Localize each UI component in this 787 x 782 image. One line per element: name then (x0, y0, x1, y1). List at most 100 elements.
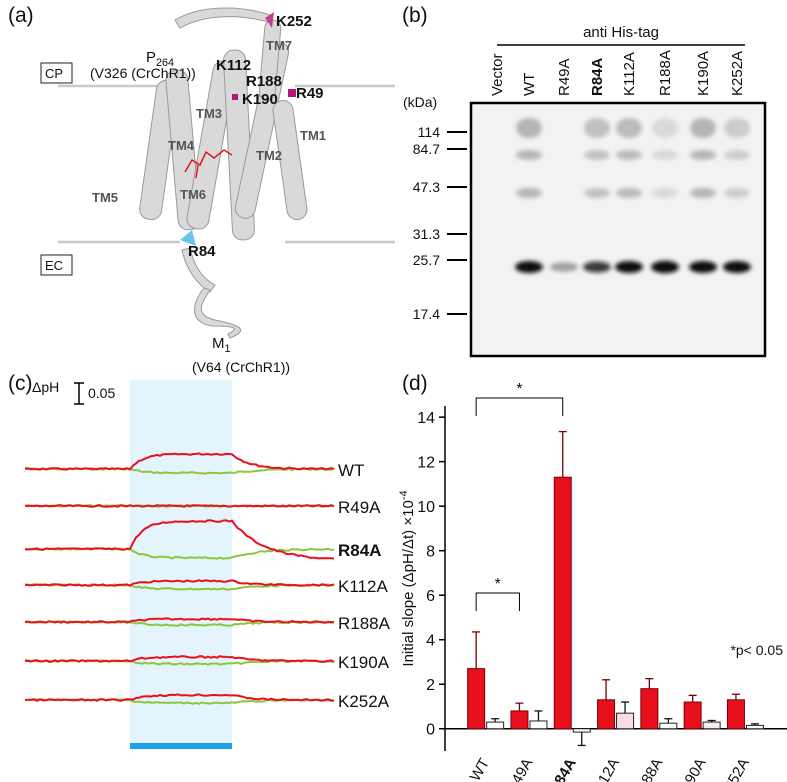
light-window (130, 380, 232, 745)
membrane-label: CP (45, 66, 63, 81)
significance-star: * (516, 381, 522, 398)
label-sub: 1 (225, 343, 231, 355)
y-axis-label-main: Initial slope (ΔpH/Δt) ×10 (400, 500, 417, 666)
light-bar (130, 743, 232, 749)
light-trace (24, 519, 335, 560)
y-tick-label: 14 (417, 410, 435, 427)
marker-label: 84.7 (413, 141, 440, 157)
bar (597, 699, 616, 730)
helix-label: TM4 (168, 138, 195, 153)
lane-label: WT (521, 73, 538, 96)
blot-band (616, 118, 642, 138)
light-trace (24, 452, 335, 471)
helix-label: TM3 (196, 106, 222, 121)
blot-band (515, 261, 543, 273)
label-base: M (212, 335, 225, 352)
cp-box (40, 62, 73, 84)
helix-label: TM7 (266, 38, 292, 53)
significance-star: * (495, 576, 501, 593)
significance-bracket (475, 397, 564, 416)
blot-band (690, 188, 716, 198)
bar (572, 728, 591, 733)
bar (486, 721, 505, 730)
bar (745, 724, 764, 730)
marker-label: 25.7 (413, 252, 440, 268)
light-trace (24, 504, 335, 508)
lane-label: K112A (621, 52, 638, 96)
helix-label: TM1 (300, 128, 326, 143)
panel-label: (c) (8, 372, 33, 395)
blot-band (652, 150, 678, 160)
y-tick-label: 8 (426, 544, 435, 561)
bar (683, 701, 702, 730)
marker-label: 17.4 (413, 306, 440, 322)
x-tick-label: K112A (586, 756, 623, 782)
terminus-note: (V64 (CrChR1)) (192, 359, 290, 375)
blot-band (651, 260, 679, 274)
blot-band (690, 118, 716, 138)
helix-label: TM2 (256, 148, 282, 163)
light-trace (24, 579, 335, 587)
blot-band (516, 188, 542, 198)
helix-label: TM6 (180, 187, 206, 202)
bar (529, 720, 548, 730)
significance-bracket (475, 592, 520, 611)
x-tick-label: R49A (503, 756, 536, 782)
residue-marker (232, 94, 238, 100)
retinal (184, 149, 233, 179)
blot-band (584, 188, 610, 198)
y-tick-label: 2 (426, 677, 435, 694)
lane-label: R84A (589, 57, 606, 96)
trace-label: K252A (338, 692, 390, 711)
scale-label: ΔpH (32, 379, 59, 395)
trace-label: WT (338, 461, 364, 480)
antibody-label: anti His-tag (583, 24, 659, 41)
light-trace (24, 617, 335, 624)
y-axis-label-sup: -4 (398, 490, 410, 500)
residue-marker (180, 230, 196, 246)
bar (726, 699, 745, 730)
bar (510, 710, 529, 730)
x-tick-label: R188A (629, 756, 667, 782)
blot-band (516, 118, 542, 138)
blot-band (652, 188, 678, 198)
panel-label: (b) (402, 4, 428, 27)
marker-label: 114 (418, 124, 441, 140)
terminus-note: (V326 (CrChR1)) (90, 65, 196, 81)
blot-band (724, 118, 750, 138)
blot-band (690, 150, 716, 160)
x-tick-label: R84A (546, 755, 580, 782)
blot-band (550, 262, 578, 272)
y-tick-label: 10 (417, 499, 435, 516)
residue-label: R188 (246, 73, 282, 90)
bar (640, 688, 659, 730)
bar (467, 668, 486, 730)
x-tick-label: K252A (716, 756, 753, 782)
lane-label: R49A (556, 58, 573, 96)
trace-label: K190A (338, 653, 390, 672)
lane-label: R188A (657, 50, 674, 96)
residue-label: R49 (296, 85, 324, 102)
blot-band (616, 188, 642, 198)
bar (702, 721, 721, 730)
blot-band (615, 261, 643, 273)
y-tick-label: 0 (426, 722, 435, 739)
light-trace (25, 693, 335, 702)
lane-label: Vector (489, 53, 506, 96)
ec-box (40, 254, 73, 276)
y-tick-label: 4 (426, 633, 435, 650)
bar (659, 722, 678, 730)
x-tick-label: WT (467, 756, 493, 782)
label-sub: 264 (156, 57, 174, 69)
marker-label: 47.3 (413, 179, 440, 195)
blot-band (583, 261, 611, 273)
blot-band (689, 261, 717, 273)
bar (616, 712, 635, 730)
x-tick-label: K190A (672, 756, 709, 782)
trace-label: R84A (338, 541, 381, 560)
unit-label: (kDa) (403, 94, 437, 110)
lane-label: K252A (729, 51, 746, 96)
blot-band (516, 150, 542, 160)
structure-panel (40, 7, 395, 339)
